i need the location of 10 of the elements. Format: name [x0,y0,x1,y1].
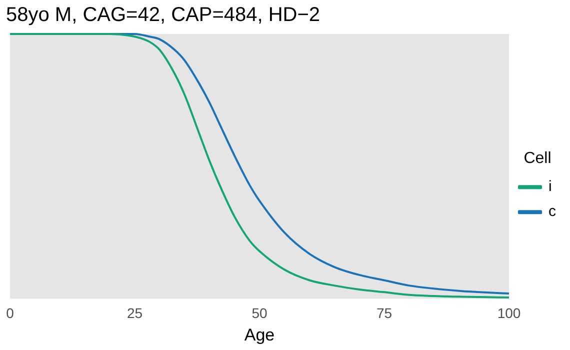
x-tick-label: 25 [126,305,143,322]
legend-label: i [548,178,552,196]
x-tick-label: 100 [497,305,521,322]
chart-title: 58yo M, CAG=42, CAP=484, HD−2 [6,4,322,28]
legend-label: c [548,203,556,220]
x-tick-label: 0 [6,305,14,322]
x-tick-label: 75 [376,305,392,322]
x-tick-label: 50 [252,305,268,322]
x-axis-title: Age [244,325,275,344]
legend-title: Cell [524,150,552,167]
